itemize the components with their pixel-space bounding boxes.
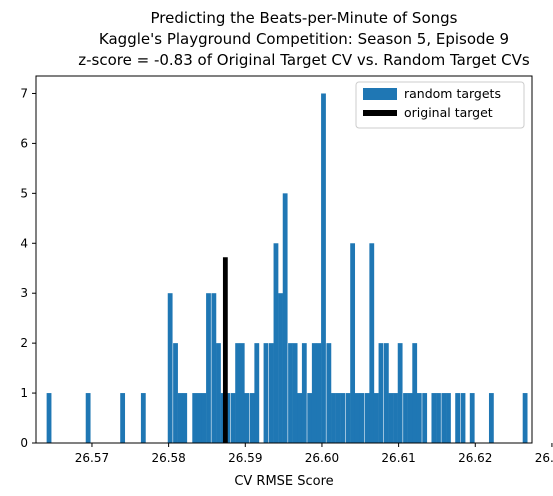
random-targets-bar [321, 93, 326, 443]
random-targets-bar [350, 243, 356, 443]
x-axis-ticks: 26.57 26.58 26.59 26.60 26.61 26.62 26.63 [75, 443, 553, 465]
x-tick-label: 26.61 [381, 451, 415, 465]
random-targets-bar [301, 343, 307, 443]
random-targets-bar [273, 243, 279, 443]
random-targets-bar [431, 393, 437, 443]
random-targets-bar [192, 393, 198, 443]
random-targets-bar [254, 343, 260, 443]
random-targets-bar [407, 393, 413, 443]
chart-title: Predicting the Beats-per-Minute of Songs… [78, 9, 530, 69]
random-targets-bars [46, 93, 528, 443]
random-targets-bar [177, 393, 183, 443]
random-targets-bar [235, 343, 241, 443]
title-line-2: Kaggle's Playground Competition: Season … [99, 30, 509, 48]
original-target-bar [222, 257, 228, 443]
x-tick-label: 26.59 [228, 451, 262, 465]
random-targets-bar [140, 393, 146, 443]
legend-label-random-targets: random targets [404, 86, 501, 101]
random-targets-bar [297, 393, 303, 443]
y-axis-ticks: 0 1 2 3 4 5 6 7 [20, 86, 36, 450]
y-tick-label: 6 [20, 136, 28, 150]
random-targets-bar [446, 393, 451, 443]
random-targets-bar [292, 343, 298, 443]
random-targets-bar [196, 393, 202, 443]
random-targets-bar [326, 343, 332, 443]
random-targets-bar [278, 293, 283, 443]
random-targets-bar [488, 393, 494, 443]
random-targets-bar [288, 343, 293, 443]
random-targets-bar [331, 393, 336, 443]
random-targets-bar [522, 393, 528, 443]
random-targets-bar [211, 293, 217, 443]
random-targets-bar [335, 393, 341, 443]
x-tick-label: 26.63 [535, 451, 553, 465]
random-targets-bar [263, 343, 269, 443]
random-targets-bar [316, 343, 322, 443]
random-targets-bar [455, 393, 461, 443]
random-targets-bar [173, 343, 178, 443]
random-targets-bar [422, 393, 428, 443]
random-targets-bar [469, 393, 475, 443]
random-targets-bar [345, 393, 351, 443]
random-targets-bar [373, 393, 379, 443]
y-tick-label: 1 [20, 386, 28, 400]
random-targets-bar [46, 393, 52, 443]
random-targets-bar [249, 393, 255, 443]
random-targets-bar [307, 393, 313, 443]
random-targets-bar [354, 393, 360, 443]
legend-box [355, 81, 525, 129]
random-targets-bar [416, 393, 422, 443]
random-targets-bar [311, 343, 317, 443]
legend: random targets original target [355, 81, 525, 129]
random-targets-bar [340, 393, 346, 443]
y-tick-label: 0 [20, 436, 28, 450]
random-targets-bar [364, 393, 370, 443]
random-targets-bar [436, 393, 441, 443]
random-targets-bar [403, 393, 408, 443]
random-targets-bar [460, 393, 466, 443]
random-targets-bar [282, 193, 288, 443]
random-targets-bar [359, 393, 365, 443]
y-tick-label: 2 [20, 336, 28, 350]
x-tick-label: 26.60 [305, 451, 339, 465]
x-axis-label: CV RMSE Score [234, 474, 333, 489]
x-tick-label: 26.62 [458, 451, 492, 465]
title-line-1: Predicting the Beats-per-Minute of Songs [151, 9, 458, 27]
legend-swatch-random-targets [363, 88, 397, 100]
plot-frame [35, 75, 533, 444]
title-line-3: z-score = -0.83 of Original Target CV vs… [78, 51, 530, 69]
random-targets-bar [167, 293, 173, 443]
random-targets-bar [85, 393, 91, 443]
legend-swatch-original-target [363, 110, 397, 116]
random-targets-bar [120, 393, 126, 443]
random-targets-bar [182, 393, 188, 443]
random-targets-bar [412, 343, 418, 443]
random-targets-bar [383, 343, 389, 443]
random-targets-bar [388, 393, 394, 443]
y-tick-label: 4 [20, 236, 28, 250]
x-tick-label: 26.57 [75, 451, 109, 465]
random-targets-bar [397, 343, 403, 443]
original-target-bar-group [222, 257, 228, 443]
random-targets-bar [216, 343, 221, 443]
x-tick-label: 26.58 [151, 451, 185, 465]
y-tick-label: 7 [20, 86, 28, 100]
random-targets-bar [369, 243, 375, 443]
y-tick-label: 3 [20, 286, 28, 300]
random-targets-bar [206, 293, 211, 443]
legend-label-original-target: original target [404, 105, 493, 120]
y-tick-label: 5 [20, 186, 28, 200]
random-targets-bar [201, 393, 207, 443]
random-targets-bar [378, 343, 384, 443]
random-targets-bar [239, 343, 245, 443]
random-targets-bar [244, 393, 250, 443]
random-targets-bar [230, 393, 236, 443]
random-targets-bar [441, 393, 447, 443]
random-targets-bar [268, 343, 274, 443]
random-targets-bar [393, 393, 398, 443]
